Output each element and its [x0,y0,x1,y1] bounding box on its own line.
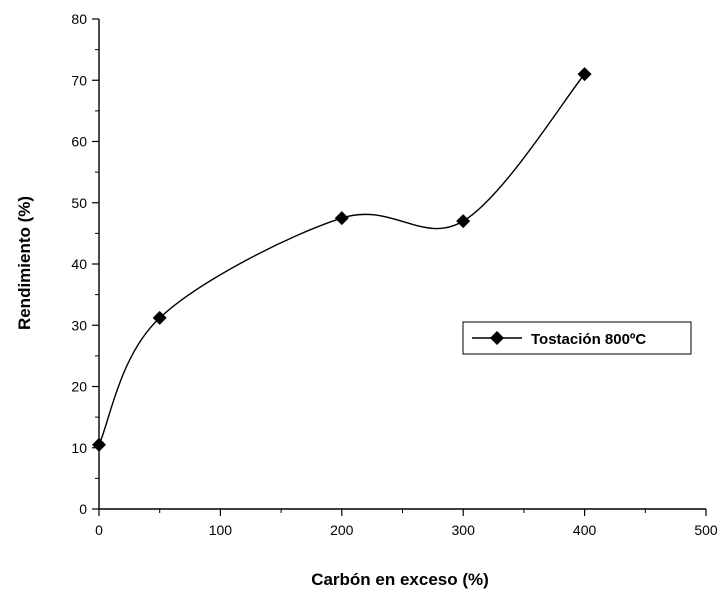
x-tick-label: 100 [209,522,233,538]
legend: Tostación 800ºC [462,321,692,355]
data-point-marker [92,437,106,452]
y-tick-label: 40 [71,256,87,272]
legend-label: Tostación 800ºC [531,331,646,348]
y-tick-label: 30 [71,317,87,333]
y-tick-label: 0 [79,501,87,517]
x-tick-label: 200 [330,522,354,538]
y-axis-title: Rendimiento (%) [15,196,34,330]
y-tick-label: 70 [71,72,87,88]
x-axis-title: Carbón en exceso (%) [311,570,489,589]
y-tick-label: 50 [71,195,87,211]
x-tick-label: 500 [694,522,718,538]
y-tick-label: 10 [71,440,87,456]
axes-frame [98,19,706,510]
series-line [98,73,586,445]
y-tick-label: 20 [71,379,87,395]
x-tick-label: 0 [95,522,103,538]
x-tick-label: 400 [573,522,597,538]
data-point-marker [456,214,471,229]
legend-diamond-marker [490,331,504,345]
series-layer [92,67,592,452]
y-tick-label: 60 [71,134,87,150]
y-axis-ticks: 0 10 20 30 40 50 60 70 80 [71,11,99,517]
data-point-marker [577,67,592,82]
x-axis-ticks: 0 100 200 300 400 500 [95,509,718,538]
data-point-marker [152,310,167,325]
data-point-marker [334,211,349,226]
x-tick-label: 300 [452,522,476,538]
y-tick-label: 80 [71,11,87,27]
